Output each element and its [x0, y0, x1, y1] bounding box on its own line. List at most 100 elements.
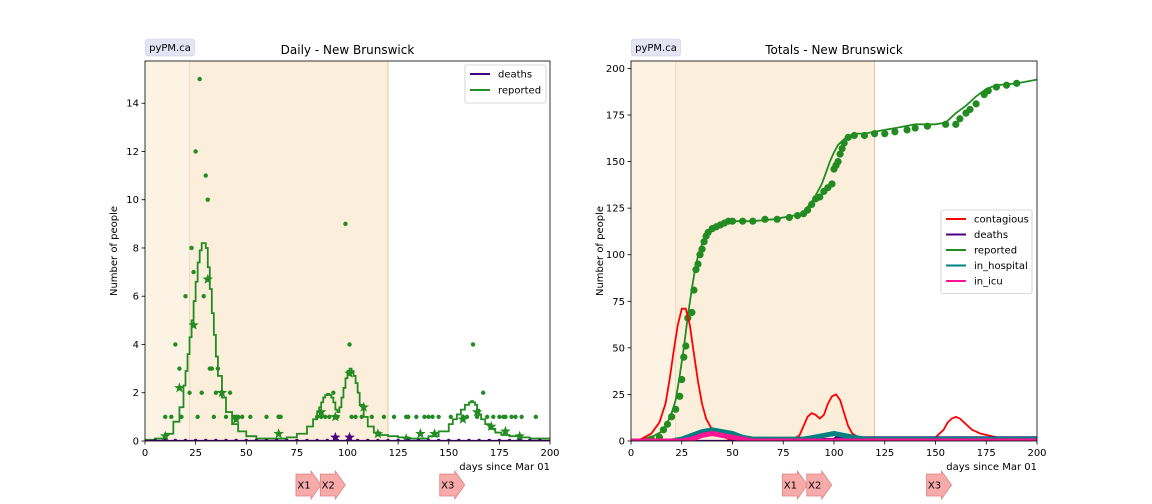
x-tick-label: 0 [628, 448, 634, 459]
data-point-reported_daily_points [183, 294, 188, 299]
star-marker-deaths_weekly_stars [344, 431, 355, 441]
data-point-reported_daily_points [436, 414, 441, 420]
data-point-deaths_daily_points [537, 438, 543, 441]
data-point-reported_points [844, 133, 852, 141]
shaded-period [145, 61, 190, 441]
marker-arrow [319, 469, 346, 501]
data-point-deaths_daily_points [385, 438, 391, 441]
y-tick-label: 50 [612, 343, 625, 354]
data-point-reported_daily_points [426, 414, 431, 420]
data-point-reported_points [680, 353, 688, 361]
data-point-reported_points [923, 122, 931, 130]
data-point-reported_points [698, 245, 706, 253]
data-point-reported_daily_points [199, 390, 204, 395]
data-point-reported_points [808, 200, 816, 209]
data-point-reported_daily_points [278, 414, 283, 420]
marker-label: X1 [784, 481, 797, 492]
y-tick-label: 4 [133, 340, 139, 351]
data-point-deaths_daily_points [416, 438, 421, 441]
data-point-reported_daily_points [513, 414, 518, 420]
data-point-reported_points [828, 180, 836, 188]
series-line-reported [145, 242, 550, 441]
shaded-period [675, 61, 875, 441]
legend-label: in_icu [974, 277, 1003, 288]
data-point-reported_points [871, 130, 879, 138]
data-point-reported_points [659, 426, 668, 434]
data-point-reported_daily_points [227, 390, 233, 395]
star-marker-reported_weekly_stars [202, 273, 213, 284]
star-marker-reported_weekly_stars [457, 413, 469, 424]
y-tick-label: 175 [606, 111, 625, 122]
data-point-deaths_daily_points [527, 438, 532, 441]
star-marker-reported_weekly_stars [315, 406, 327, 417]
data-point-reported_daily_points [331, 390, 336, 395]
data-point-reported_daily_points [327, 414, 332, 420]
star-marker-reported_weekly_stars [514, 430, 525, 441]
star-marker-reported_weekly_stars [330, 411, 341, 422]
data-point-reported_daily_points [187, 390, 192, 395]
data-point-reported_daily_points [264, 414, 269, 420]
star-marker-reported_weekly_stars [230, 413, 242, 424]
data-point-reported_daily_points [509, 414, 514, 420]
data-point-reported_daily_points [491, 414, 496, 420]
data-point-reported_daily_points [209, 366, 215, 371]
data-point-reported_daily_points [497, 414, 502, 420]
marker-arrow [781, 469, 808, 501]
data-point-deaths_daily_points [426, 438, 431, 441]
data-point-deaths_daily_points [466, 438, 472, 441]
data-point-reported_daily_points [369, 414, 374, 420]
data-point-reported_points [678, 375, 686, 384]
data-point-deaths_daily_points [233, 438, 239, 441]
data-point-deaths_daily_points [335, 438, 340, 441]
data-point-deaths_daily_points [163, 438, 168, 441]
data-point-reported_daily_points [197, 76, 202, 82]
marker-label: X2 [322, 481, 335, 492]
data-point-reported_points [992, 83, 1001, 91]
data-point-reported_daily_points [381, 414, 387, 420]
data-point-reported_daily_points [519, 414, 524, 420]
data-point-reported_daily_points [353, 414, 358, 420]
data-point-reported_daily_points [177, 366, 182, 371]
data-point-reported_points [850, 131, 858, 140]
data-point-reported_daily_points [391, 414, 397, 420]
star-marker-reported_weekly_stars [216, 387, 228, 398]
data-point-reported_daily_points [343, 221, 348, 227]
data-point-reported_points [942, 120, 950, 128]
data-point-reported_daily_points [203, 173, 208, 178]
data-point-deaths_daily_points [365, 438, 370, 441]
x-tick-label: 25 [189, 448, 202, 459]
data-point-reported_daily_points [480, 390, 486, 395]
data-point-reported_points [911, 124, 919, 132]
marker-arrow [806, 469, 833, 501]
x-axis-label: days since Mar 01 [946, 462, 1037, 473]
data-point-deaths_daily_points [173, 438, 178, 441]
y-tick-label: 200 [606, 64, 625, 75]
data-point-reported_daily_points [248, 414, 253, 420]
data-point-reported_daily_points [223, 414, 229, 420]
data-point-reported_daily_points [211, 414, 217, 420]
plot-area [145, 76, 550, 441]
data-point-deaths_daily_points [314, 438, 320, 441]
data-point-reported_points [692, 266, 700, 274]
data-point-deaths_daily_points [406, 438, 411, 441]
y-tick-label: 6 [133, 292, 139, 303]
star-marker-reported_weekly_stars [358, 401, 369, 412]
star-marker-reported_weekly_stars [471, 406, 483, 417]
data-point-reported_points [984, 87, 992, 95]
data-point-reported_points [696, 251, 704, 259]
badge-label: pyPM.ca [635, 43, 677, 54]
data-point-reported_daily_points [191, 269, 196, 275]
data-point-reported_points [838, 144, 846, 153]
data-point-deaths_daily_points [213, 438, 219, 441]
data-point-reported_daily_points [240, 414, 245, 420]
data-point-reported_points [688, 308, 696, 317]
y-tick-label: 25 [612, 390, 625, 401]
data-point-reported_points [1002, 81, 1011, 89]
data-point-reported_points [804, 206, 812, 214]
data-point-reported_daily_points [213, 390, 219, 395]
x-tick-label: 25 [675, 448, 688, 459]
star-marker-reported_weekly_stars [160, 430, 171, 441]
data-point-reported_points [793, 212, 802, 220]
data-point-deaths_daily_points [375, 438, 381, 441]
data-point-reported_points [785, 213, 793, 222]
